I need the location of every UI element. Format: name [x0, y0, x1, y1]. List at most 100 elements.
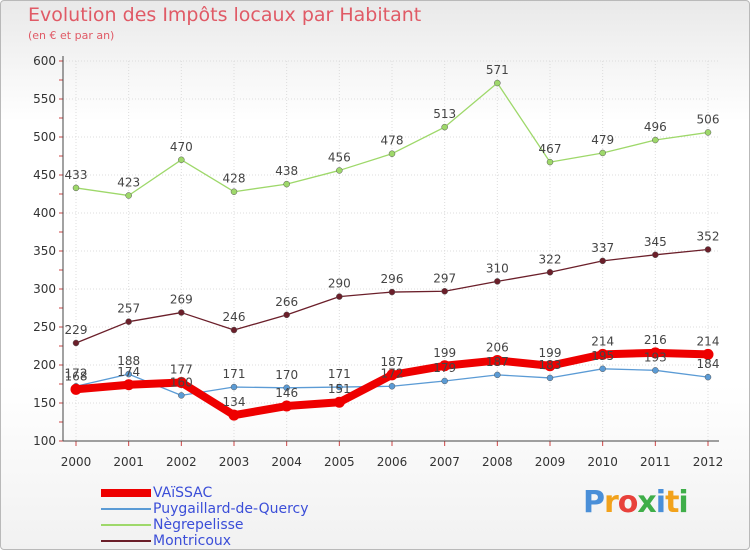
data-label-vaissac: 214: [697, 334, 720, 348]
data-point-vaissac: [597, 348, 609, 360]
data-point-puygaillard-de-quercy: [388, 383, 396, 390]
data-point-montricoux: [72, 339, 80, 347]
data-point-puygaillard-de-quercy: [652, 367, 659, 374]
data-point-puygaillard-de-quercy: [441, 377, 448, 385]
data-label-negrepelisse: 456: [328, 150, 351, 164]
data-point-montricoux: [336, 293, 343, 300]
y-tick-label: 200: [33, 358, 56, 372]
data-label-montricoux: 229: [65, 323, 88, 337]
data-label-vaissac: 134: [223, 395, 246, 409]
data-label-puygaillard-de-quercy: 195: [591, 349, 614, 363]
data-point-vaissac: [175, 376, 187, 388]
logo-letter: x: [637, 485, 656, 520]
data-point-negrepelisse: [336, 167, 343, 174]
data-point-montricoux: [388, 288, 396, 296]
data-point-montricoux: [599, 257, 606, 265]
data-label-puygaillard-de-quercy: 184: [697, 357, 720, 371]
proxiti-logo: Proxiti: [583, 485, 689, 520]
logo-letter: o: [617, 485, 639, 520]
y-tick-label: 450: [33, 168, 56, 182]
logo-letter: i: [678, 485, 688, 520]
data-label-vaissac: 216: [644, 333, 667, 347]
data-point-puygaillard-de-quercy: [230, 383, 238, 391]
data-label-negrepelisse: 478: [381, 134, 404, 148]
data-label-negrepelisse: 433: [65, 168, 88, 182]
data-label-montricoux: 266: [275, 295, 298, 309]
data-label-montricoux: 246: [223, 310, 246, 324]
legend-swatch: [101, 489, 151, 497]
data-label-negrepelisse: 438: [275, 164, 298, 178]
data-point-montricoux: [441, 288, 448, 295]
data-point-montricoux: [230, 326, 238, 334]
data-point-montricoux: [494, 278, 501, 285]
data-label-montricoux: 352: [697, 229, 720, 243]
data-point-vaissac: [333, 396, 345, 408]
data-point-montricoux: [178, 309, 185, 316]
data-label-puygaillard-de-quercy: 187: [486, 355, 509, 369]
data-label-montricoux: 296: [381, 272, 404, 286]
data-label-montricoux: 269: [170, 293, 193, 307]
data-label-vaissac: 168: [65, 369, 88, 383]
logo-letter: P: [583, 485, 605, 520]
y-tick-label: 400: [33, 206, 56, 220]
data-label-puygaillard-de-quercy: 160: [170, 375, 193, 389]
data-label-negrepelisse: 479: [591, 133, 614, 147]
data-point-vaissac: [386, 369, 398, 381]
data-label-puygaillard-de-quercy: 188: [117, 354, 140, 368]
y-tick-label: 100: [33, 434, 56, 448]
data-point-negrepelisse: [72, 184, 80, 192]
x-tick-label: 2008: [482, 455, 513, 469]
data-point-vaissac: [123, 379, 135, 391]
data-label-vaissac: 146: [275, 386, 298, 400]
data-label-negrepelisse: 513: [433, 107, 456, 121]
logo-letter: i: [655, 485, 666, 520]
data-point-negrepelisse: [652, 136, 659, 144]
data-point-negrepelisse: [230, 188, 238, 195]
data-point-montricoux: [652, 251, 659, 259]
data-point-negrepelisse: [441, 123, 448, 131]
legend-swatch: [101, 508, 151, 510]
data-point-vaissac: [228, 409, 240, 421]
data-label-montricoux: 310: [486, 261, 509, 275]
data-point-negrepelisse: [125, 192, 132, 199]
data-point-vaissac: [281, 400, 293, 412]
x-tick-label: 2012: [693, 455, 724, 469]
data-label-negrepelisse: 496: [644, 120, 667, 134]
data-label-puygaillard-de-quercy: 183: [539, 358, 562, 372]
data-label-vaissac: 151: [328, 382, 351, 396]
data-label-montricoux: 290: [328, 277, 351, 291]
data-point-vaissac: [70, 383, 82, 395]
data-point-puygaillard-de-quercy: [178, 392, 185, 399]
data-point-puygaillard-de-quercy: [283, 384, 290, 392]
data-label-vaissac: 206: [486, 340, 509, 354]
x-tick-label: 2011: [640, 455, 671, 469]
data-point-montricoux: [125, 318, 132, 325]
data-point-negrepelisse: [178, 156, 185, 164]
y-tick-label: 300: [33, 282, 56, 296]
data-label-vaissac: 199: [539, 346, 562, 360]
x-tick-label: 2003: [219, 455, 250, 469]
data-point-negrepelisse: [599, 149, 606, 157]
data-point-vaissac: [649, 347, 661, 359]
data-point-vaissac: [702, 348, 714, 360]
chart-subtitle: (en € et par an): [28, 29, 115, 42]
x-tick-label: 2002: [166, 455, 197, 469]
data-point-puygaillard-de-quercy: [125, 370, 132, 378]
y-tick-label: 550: [33, 92, 56, 106]
data-label-vaissac: 177: [170, 362, 193, 376]
data-point-puygaillard-de-quercy: [546, 374, 554, 382]
y-tick-label: 500: [33, 130, 56, 144]
data-label-puygaillard-de-quercy: 170: [275, 368, 298, 382]
data-label-negrepelisse: 506: [697, 112, 720, 126]
data-label-negrepelisse: 470: [170, 140, 193, 154]
legend-label: Puygaillard-de-Quercy: [153, 501, 309, 517]
data-point-puygaillard-de-quercy: [494, 371, 501, 379]
x-tick-label: 2010: [587, 455, 618, 469]
data-label-negrepelisse: 467: [539, 142, 562, 156]
data-label-puygaillard-de-quercy: 171: [223, 367, 246, 381]
data-point-puygaillard-de-quercy: [599, 365, 606, 373]
data-label-vaissac: 214: [591, 334, 614, 348]
data-label-montricoux: 257: [117, 302, 140, 316]
x-tick-label: 2007: [429, 455, 460, 469]
